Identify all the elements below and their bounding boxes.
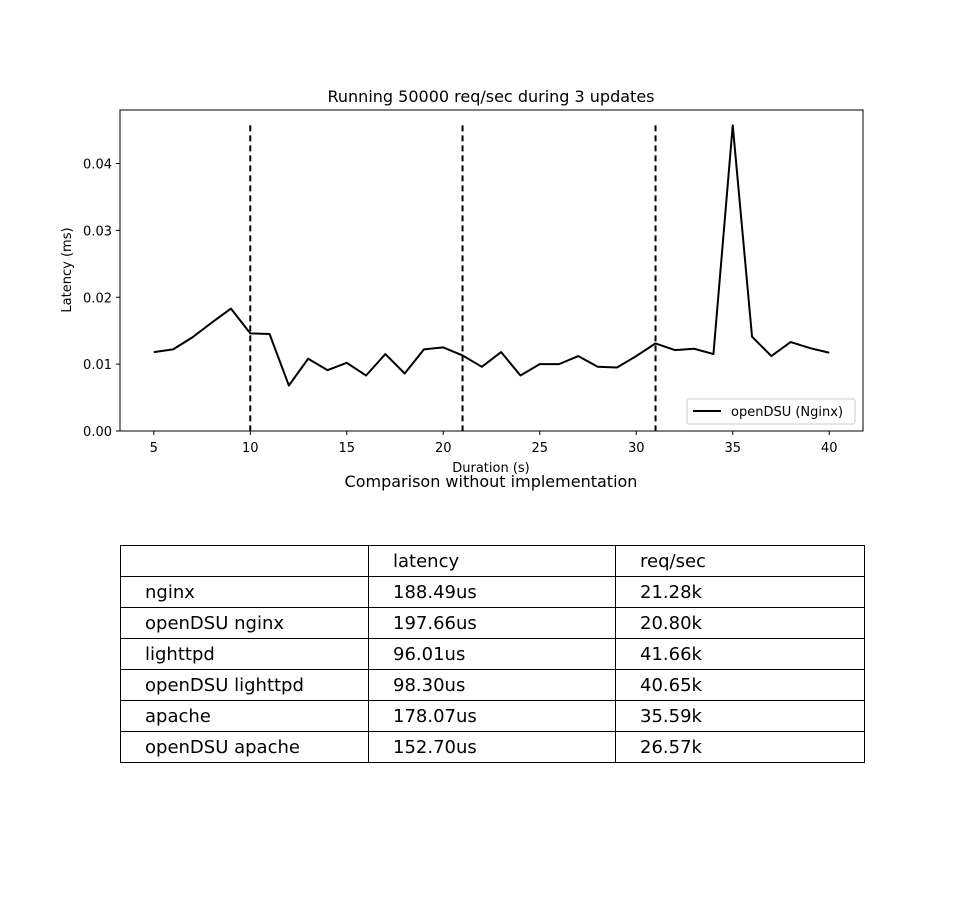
- y-tick-label: 0.03: [83, 224, 112, 239]
- x-tick-label: 10: [242, 441, 259, 456]
- table-cell: openDSU nginx: [120, 607, 369, 639]
- table-cell: 96.01us: [368, 638, 616, 670]
- table-body: latency req/sec nginx 188.49us 21.28k openDSU…: [120, 545, 865, 763]
- x-tick-label: 30: [628, 441, 645, 456]
- y-tick-label: 0.01: [83, 358, 112, 373]
- legend: openDSU (Nginx): [686, 398, 856, 425]
- plot-area: 5 10 15 20 25 30 35 40 0.00 0.01 0.02 0.03 0.04: [83, 124, 838, 456]
- table-cell: 178.07us: [368, 700, 616, 732]
- legend-entry: openDSU (Nginx): [731, 405, 843, 420]
- table-cell: 21.28k: [615, 576, 865, 608]
- x-tick-label: 15: [338, 441, 355, 456]
- y-axis-label: Latency (ms): [60, 227, 75, 312]
- table-cell: 35.59k: [615, 700, 865, 732]
- x-axis-label: Duration (s): [452, 461, 530, 476]
- table-cell: 40.65k: [615, 669, 865, 701]
- x-tick-label: 40: [821, 441, 838, 456]
- table-row: apache 178.07us 35.59k: [120, 700, 865, 732]
- table-cell: 26.57k: [615, 731, 865, 763]
- x-tick-label: 20: [435, 441, 452, 456]
- table-cell: openDSU apache: [120, 731, 369, 763]
- y-tick-label: 0.00: [83, 425, 112, 440]
- x-tick-label: 35: [724, 441, 741, 456]
- legend-box: [686, 398, 856, 425]
- table-title: Comparison without implementation: [345, 472, 638, 491]
- table-cell: [120, 545, 369, 577]
- table-cell: latency: [368, 545, 616, 577]
- table-cell: apache: [120, 700, 369, 732]
- x-tick-label: 25: [531, 441, 548, 456]
- x-tick-label: 5: [150, 441, 158, 456]
- table-cell: 188.49us: [368, 576, 616, 608]
- table-cell: 20.80k: [615, 607, 865, 639]
- table-cell: 152.70us: [368, 731, 616, 763]
- table-cell: req/sec: [615, 545, 865, 577]
- table-row: openDSU apache 152.70us 26.57k: [120, 731, 865, 763]
- table-cell: nginx: [120, 576, 369, 608]
- chart-title: Running 50000 req/sec during 3 updates: [328, 87, 655, 106]
- table-row: lighttpd 96.01us 41.66k: [120, 638, 865, 670]
- table-row: nginx 188.49us 21.28k: [120, 576, 865, 608]
- comparison-table: latency req/sec nginx 188.49us 21.28k openDSU…: [120, 545, 865, 763]
- plot-frame: [119, 109, 864, 432]
- table-row: openDSU nginx 197.66us 20.80k: [120, 607, 865, 639]
- table-cell: openDSU lighttpd: [120, 669, 369, 701]
- table-cell: 197.66us: [368, 607, 616, 639]
- table-row: openDSU lighttpd 98.30us 40.65k: [120, 669, 865, 701]
- table-cell: 98.30us: [368, 669, 616, 701]
- table-cell: lighttpd: [120, 638, 369, 670]
- y-tick-label: 0.02: [83, 291, 112, 306]
- table-header-row: latency req/sec: [120, 545, 865, 577]
- table-cell: 41.66k: [615, 638, 865, 670]
- y-tick-label: 0.04: [83, 158, 112, 173]
- series-line: [153, 124, 830, 387]
